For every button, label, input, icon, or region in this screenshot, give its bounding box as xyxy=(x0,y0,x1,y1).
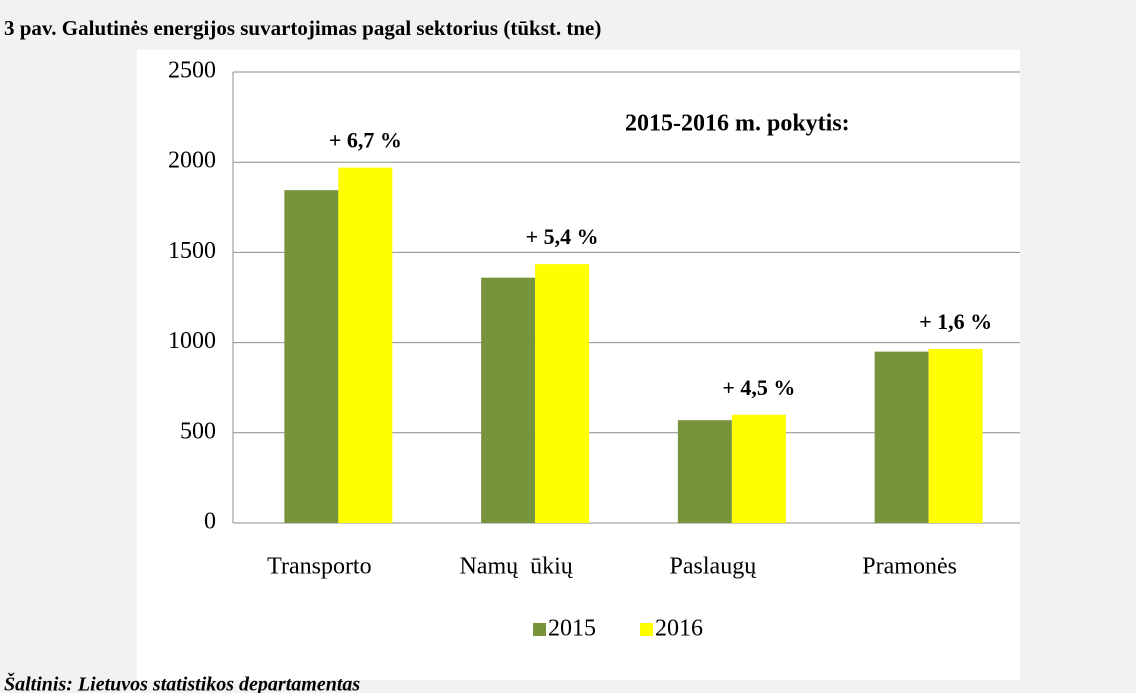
source: Šaltinis: Lietuvos statistikos departame… xyxy=(4,672,360,693)
x-tick-label: Paslaugų xyxy=(670,554,758,580)
legend-label: 2016 xyxy=(655,616,703,642)
change-label: + 4,5 % xyxy=(722,375,795,400)
bar xyxy=(481,277,536,523)
y-tick-label: 0 xyxy=(204,509,216,535)
change-label: + 5,4 % xyxy=(526,224,599,249)
change-label: + 6,7 % xyxy=(329,128,402,153)
bar xyxy=(928,348,983,523)
y-tick-label: 2000 xyxy=(168,148,216,174)
legend-label: 2015 xyxy=(548,616,596,642)
x-tick-label: Pramonės xyxy=(862,554,957,580)
chart-title: 3 pav. Galutinės energijos suvartojimas … xyxy=(4,16,601,40)
bar xyxy=(338,167,393,523)
bar xyxy=(677,420,732,523)
legend-swatch xyxy=(640,623,653,636)
y-tick-label: 2500 xyxy=(168,58,216,84)
change-label: + 1,6 % xyxy=(919,309,992,334)
y-tick-label: 500 xyxy=(180,418,216,444)
annotation-heading: 2015-2016 m. pokytis: xyxy=(625,111,850,137)
bar xyxy=(874,351,929,523)
bar xyxy=(731,414,786,523)
x-tick-label: Namų ūkių xyxy=(459,554,573,580)
bar xyxy=(535,264,590,523)
x-tick-label: Transporto xyxy=(267,554,371,580)
y-tick-label: 1500 xyxy=(168,238,216,264)
bar xyxy=(284,190,339,524)
y-tick-label: 1000 xyxy=(168,328,216,354)
legend-swatch xyxy=(533,623,546,636)
